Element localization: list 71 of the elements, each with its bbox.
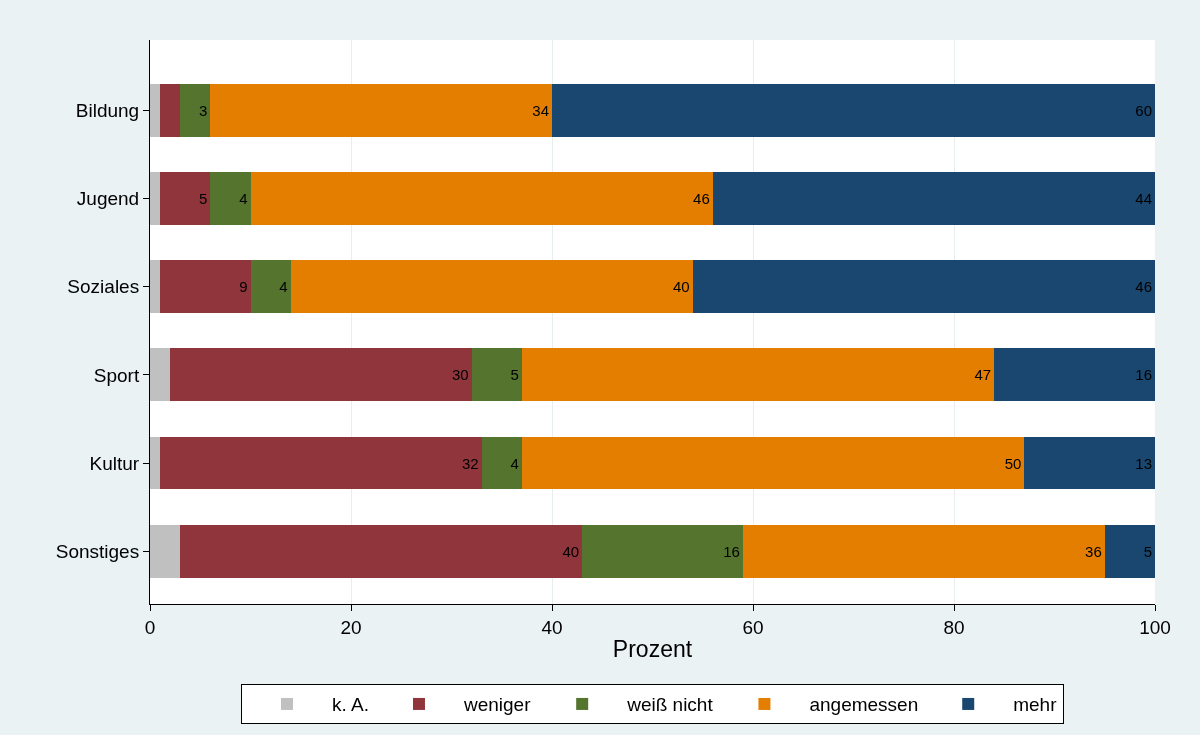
y-tick-label: Sport bbox=[93, 364, 140, 386]
data-label: 13 bbox=[1135, 454, 1152, 472]
bar bbox=[150, 84, 161, 137]
y-tick-label: Bildung bbox=[75, 100, 140, 122]
bar bbox=[521, 436, 1025, 490]
data-label: 5 bbox=[198, 190, 208, 208]
bar bbox=[150, 260, 161, 314]
data-label: 16 bbox=[1135, 366, 1152, 384]
x-tick-label: 0 bbox=[144, 616, 156, 638]
bar bbox=[471, 348, 522, 402]
bar bbox=[150, 348, 171, 402]
data-label: 4 bbox=[239, 190, 248, 208]
x-tick-label: 80 bbox=[943, 616, 965, 638]
bar bbox=[150, 172, 161, 226]
bar bbox=[1104, 524, 1155, 578]
data-label: 30 bbox=[451, 366, 469, 384]
data-label: 40 bbox=[673, 278, 690, 296]
bar bbox=[210, 84, 552, 137]
data-label: 4 bbox=[279, 278, 288, 296]
legend-label: k. A. bbox=[332, 694, 369, 716]
y-tick-label: Kultur bbox=[89, 452, 140, 474]
x-tick-label: 20 bbox=[340, 616, 362, 638]
y-tick-label: Jugend bbox=[76, 188, 140, 210]
bar bbox=[180, 524, 583, 578]
data-label: 5 bbox=[1143, 542, 1152, 560]
x-tick-label: 60 bbox=[742, 616, 764, 638]
x-tick-label: 40 bbox=[541, 616, 563, 638]
data-label: 34 bbox=[532, 102, 549, 119]
bar bbox=[250, 172, 713, 226]
data-label: 46 bbox=[693, 190, 710, 208]
bar bbox=[210, 172, 251, 226]
bar bbox=[692, 260, 1155, 314]
data-label: 40 bbox=[562, 542, 580, 560]
bar bbox=[160, 172, 211, 226]
data-label: 4 bbox=[510, 454, 519, 472]
legend-label: weiß nicht bbox=[626, 694, 714, 716]
data-label: 36 bbox=[1085, 542, 1102, 560]
y-tick-label: Sonstiges bbox=[55, 540, 140, 562]
bar bbox=[160, 436, 482, 490]
bar bbox=[521, 348, 995, 402]
data-label: 46 bbox=[1135, 278, 1152, 296]
legend-label: weniger bbox=[462, 694, 532, 716]
data-label: 3 bbox=[198, 102, 208, 119]
bar bbox=[1024, 436, 1155, 490]
bar bbox=[150, 524, 181, 578]
bar bbox=[160, 84, 181, 137]
x-tick-label: 100 bbox=[1139, 616, 1171, 638]
bar bbox=[481, 436, 522, 490]
data-label: 50 bbox=[1004, 454, 1022, 472]
bar bbox=[712, 172, 1155, 226]
bar bbox=[150, 436, 161, 490]
bar bbox=[180, 84, 211, 137]
bar bbox=[290, 260, 693, 314]
data-label: 32 bbox=[461, 454, 479, 472]
data-label: 60 bbox=[1135, 102, 1152, 119]
data-label: 5 bbox=[510, 366, 519, 384]
bar bbox=[170, 348, 472, 402]
data-label: 9 bbox=[239, 278, 248, 296]
bar bbox=[994, 348, 1155, 402]
bar bbox=[160, 260, 251, 314]
y-tick-label: Soziales bbox=[67, 276, 140, 298]
data-label: 44 bbox=[1135, 190, 1152, 208]
x-axis-title: Prozent bbox=[612, 636, 693, 663]
legend-label: mehr bbox=[1013, 694, 1058, 716]
bar bbox=[742, 524, 1105, 578]
bar bbox=[552, 84, 1155, 137]
legend-label: angemessen bbox=[809, 694, 919, 716]
data-label: 16 bbox=[723, 542, 740, 560]
bar bbox=[250, 260, 291, 314]
bar bbox=[582, 524, 743, 578]
data-label: 47 bbox=[974, 366, 992, 384]
